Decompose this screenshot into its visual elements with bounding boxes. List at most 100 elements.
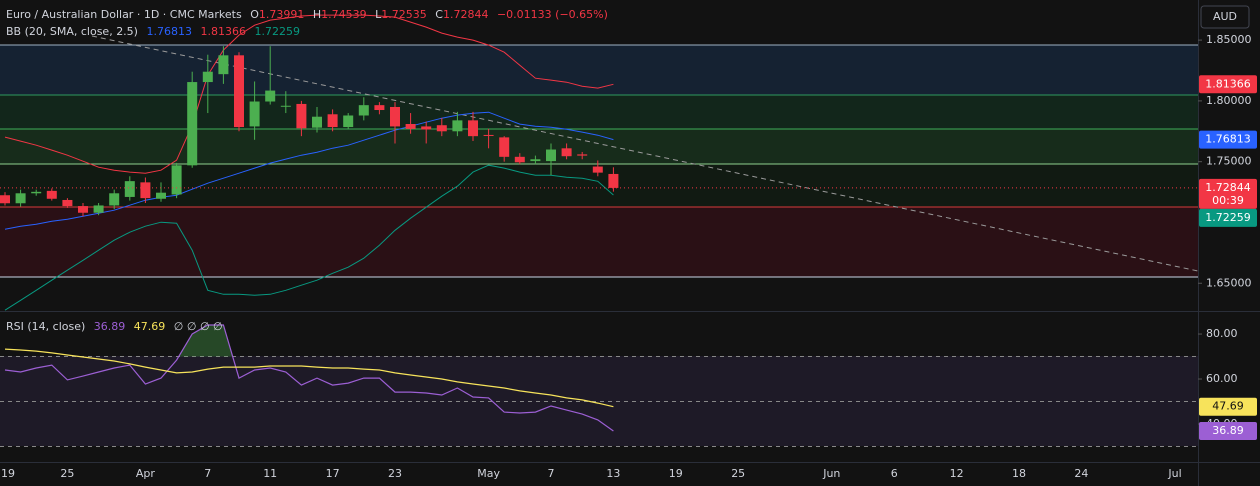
candle-body <box>468 120 478 137</box>
change: −0.01133 (−0.65%) <box>496 8 608 21</box>
rsi-extra: ∅ ∅ ∅ ∅ <box>173 320 223 333</box>
candle-body <box>109 193 120 206</box>
x-tick-label: 18 <box>1012 467 1026 480</box>
x-tick-label: 24 <box>1074 467 1088 480</box>
candle-body <box>140 182 151 199</box>
candle-body <box>343 115 354 128</box>
x-tick-label: 25 <box>60 467 74 480</box>
candle-body <box>592 166 603 173</box>
bb-value: 1.81366 <box>200 25 246 38</box>
x-tick-label: Jun <box>822 467 840 480</box>
zone <box>0 95 1198 129</box>
candle-body <box>514 156 525 163</box>
price-badge <box>1199 208 1257 227</box>
candle-body <box>218 55 229 75</box>
price-badge <box>1199 421 1257 440</box>
price-badge <box>1199 130 1257 149</box>
x-tick-label: 17 <box>326 467 340 480</box>
ohlc-value: 1.73991 <box>258 8 305 21</box>
candle-body <box>374 105 385 111</box>
x-tick-label: 25 <box>731 467 745 480</box>
price-badge-label: 1.72844 <box>1205 181 1251 194</box>
x-tick-label: May <box>477 467 500 480</box>
zone <box>0 207 1198 277</box>
candle-body <box>405 124 416 129</box>
ohlc-value: 1.72844 <box>442 8 489 21</box>
price-badge-label: 47.69 <box>1212 400 1244 413</box>
line <box>4 348 614 408</box>
x-tick-label: Apr <box>136 467 156 480</box>
x-tick-label: 19 <box>1 467 15 480</box>
currency-label[interactable]: AUD <box>1213 10 1237 23</box>
candle-body <box>187 82 198 166</box>
zone <box>0 45 1198 95</box>
line <box>4 164 614 311</box>
candle-body <box>15 193 26 204</box>
candle-body <box>78 206 88 213</box>
x-tick-label: 6 <box>891 467 898 480</box>
x-tick-label: 11 <box>263 467 277 480</box>
price-badge-label: 36.89 <box>1212 424 1244 437</box>
candle-body <box>421 126 432 130</box>
line <box>4 14 614 174</box>
x-tick-label: 7 <box>548 467 555 480</box>
y-tick-label: 80.00 <box>1206 327 1238 340</box>
candle-body <box>483 134 494 136</box>
y-tick-label: 1.80000 <box>1206 94 1252 107</box>
candle-body <box>46 190 57 199</box>
candle-body <box>62 199 73 207</box>
y-tick-label: 1.65000 <box>1206 276 1252 289</box>
countdown: 00:39 <box>1212 194 1244 207</box>
candle-body <box>156 192 166 199</box>
y-tick-label: 60.00 <box>1206 372 1238 385</box>
candle-body <box>312 116 322 128</box>
rsi-name: RSI (14, close) <box>6 320 86 333</box>
y-tick-label: 1.85000 <box>1206 33 1252 46</box>
rsi-value: 36.89 <box>93 320 126 333</box>
zone <box>0 129 1198 164</box>
symbol-legend: Euro / Australian Dollar · 1D · CMC Mark… <box>6 8 613 21</box>
ohlc-key: L <box>375 8 382 21</box>
candle-body <box>436 125 447 132</box>
candle-body <box>608 173 619 188</box>
price-badge <box>1199 75 1257 94</box>
ohlc-key: H <box>312 8 322 21</box>
candle-body <box>327 114 338 128</box>
candle-body <box>577 154 588 156</box>
x-tick-label: 13 <box>606 467 620 480</box>
candle-body <box>561 148 572 157</box>
candle-body <box>249 101 260 127</box>
candle-body <box>296 103 307 129</box>
candle-body <box>93 205 104 213</box>
bb-value: 1.76813 <box>146 25 192 38</box>
x-tick-label: 7 <box>204 467 211 480</box>
candle-body <box>358 105 369 116</box>
price-badge-label: 1.72259 <box>1205 211 1251 224</box>
bb-legend: BB (20, SMA, close, 2.5) 1.76813 1.81366… <box>6 25 305 38</box>
candle-body <box>31 191 42 194</box>
rsi-value: 47.69 <box>133 320 166 333</box>
candle-body <box>265 90 276 102</box>
price-badge-label: 1.81366 <box>1205 77 1251 90</box>
overbought-fill <box>178 325 233 357</box>
ohlc-value: 1.74539 <box>321 8 367 21</box>
line <box>4 324 614 432</box>
candle-body <box>546 149 556 162</box>
x-tick-label: 12 <box>950 467 964 480</box>
price-badge <box>1199 397 1257 416</box>
ohlc-key: O <box>250 8 259 21</box>
candle-body <box>234 55 244 128</box>
candle-body <box>530 159 541 162</box>
candle-body <box>202 71 213 83</box>
currency-button[interactable] <box>1200 5 1250 29</box>
x-tick-label: 23 <box>388 467 402 480</box>
y-tick-label: 1.75000 <box>1206 155 1252 168</box>
candle-body <box>280 105 291 107</box>
rsi-legend: RSI (14, close) 36.89 47.69 ∅ ∅ ∅ ∅ <box>6 320 228 333</box>
line <box>4 111 614 230</box>
ohlc-value: 1.72535 <box>381 8 427 21</box>
x-tick-label: Jul <box>1167 467 1181 480</box>
candle-body <box>0 195 10 204</box>
